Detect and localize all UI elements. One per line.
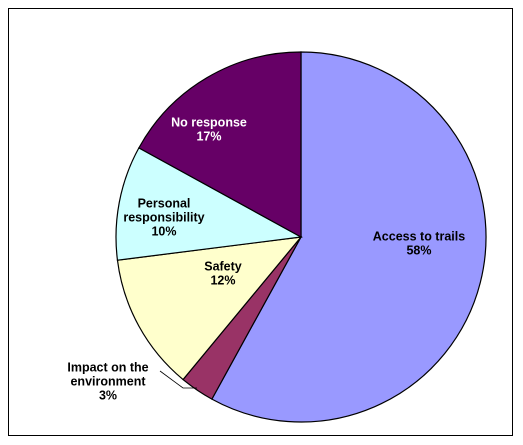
pie-slice-0 xyxy=(211,51,487,423)
pie-label-1-line-2: 3% xyxy=(99,389,117,403)
pie-label-0-line-0: Access to trails xyxy=(373,230,465,244)
pie-label-4: No response 17% xyxy=(171,116,247,144)
pie-label-2-line-1: 12% xyxy=(210,274,235,288)
pie-label-0: Access to trails 58% xyxy=(373,230,465,258)
pie-label-3-line-2: 10% xyxy=(151,225,176,239)
pie-label-0-line-1: 58% xyxy=(406,244,431,258)
pie-label-4-line-1: 17% xyxy=(196,130,221,144)
pie-label-2: Safety 12% xyxy=(204,260,242,288)
pie-label-3: Personal responsibility 10% xyxy=(123,197,204,239)
pie-slices xyxy=(115,51,487,423)
pie-label-2-line-0: Safety xyxy=(204,260,242,274)
pie-slice-3 xyxy=(115,147,303,261)
pie-label-3-line-0: Personal xyxy=(138,197,191,211)
leader-line-1 xyxy=(159,370,197,389)
leader-lines xyxy=(159,370,197,389)
pie-label-3-line-1: responsibility xyxy=(123,211,204,225)
pie-slice-4 xyxy=(138,51,302,239)
pie-label-1-line-0: Impact on the xyxy=(67,361,148,375)
pie-label-1: Impact on the environment 3% xyxy=(67,361,148,403)
pie-label-1-line-1: environment xyxy=(70,375,146,389)
pie-labels: Access to trails 58% Impact on the environm… xyxy=(67,116,465,403)
pie-label-4-line-0: No response xyxy=(171,116,247,130)
pie-slice-2 xyxy=(116,236,303,381)
